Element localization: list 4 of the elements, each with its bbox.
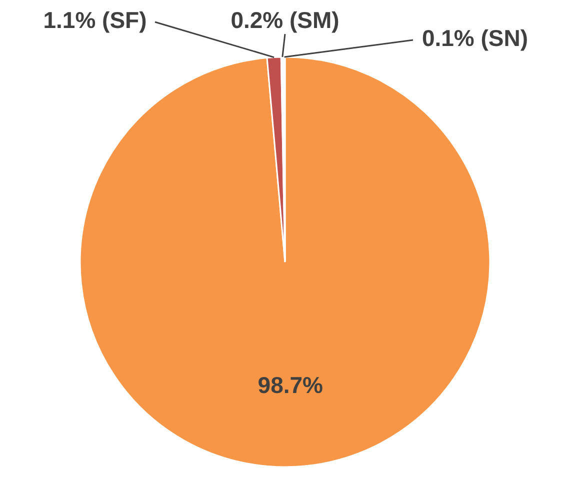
slice-label: 0.2% (SM) [230,7,340,33]
slice-label: 0.1% (SN) [422,25,528,51]
slice-label: 1.1% (SF) [43,7,147,33]
data-label: 98.7% [258,372,324,398]
